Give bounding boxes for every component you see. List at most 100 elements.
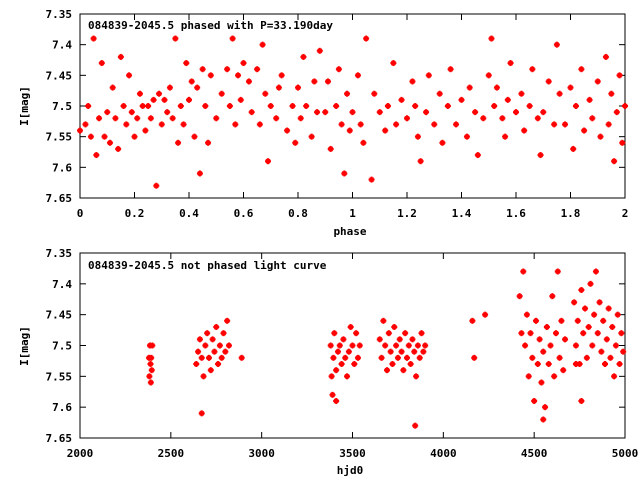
phased-data-point <box>300 54 306 60</box>
unphased-y-tick-label: 7.6 <box>52 401 72 414</box>
phased-data-point <box>611 158 617 164</box>
phased-data-point <box>568 85 574 91</box>
phased-data-point <box>603 54 609 60</box>
phased-data-point <box>205 140 211 146</box>
phased-data-point <box>170 115 176 121</box>
phased-data-point <box>290 103 296 109</box>
unphased-data-point <box>399 349 405 355</box>
unphased-y-tick-label: 7.35 <box>46 247 73 260</box>
unphased-x-tick-label: 3500 <box>339 447 366 460</box>
phased-data-point <box>423 109 429 115</box>
unphased-data-point <box>331 330 337 336</box>
phased-data-point <box>562 121 568 127</box>
unphased-data-point <box>611 373 617 379</box>
unphased-data-point <box>377 336 383 342</box>
phased-data-point <box>377 109 383 115</box>
unphased-data-point <box>482 312 488 318</box>
phased-data-point <box>513 109 519 115</box>
unphased-data-point <box>578 287 584 293</box>
unphased-data-point <box>422 343 428 349</box>
phased-data-point <box>393 121 399 127</box>
phased-data-point <box>551 121 557 127</box>
unphased-data-point <box>408 361 414 367</box>
phased-data-point <box>527 103 533 109</box>
phased-data-point <box>77 128 83 134</box>
phased-data-point <box>156 91 162 97</box>
phased-data-point <box>183 60 189 66</box>
phased-y-tick-label: 7.55 <box>46 131 73 144</box>
unphased-data-point <box>386 330 392 336</box>
phased-data-point <box>412 103 418 109</box>
phased-data-point <box>409 78 415 84</box>
phased-data-point <box>573 103 579 109</box>
phased-data-point <box>265 158 271 164</box>
unphased-data-point <box>548 343 554 349</box>
unphased-x-tick-label: 2500 <box>158 447 185 460</box>
unphased-data-point <box>537 336 543 342</box>
phased-y-tick-label: 7.65 <box>46 192 73 205</box>
unphased-data-point <box>542 404 548 410</box>
phased-data-point <box>194 85 200 91</box>
unphased-data-point <box>544 324 550 330</box>
unphased-data-point <box>199 355 205 361</box>
phased-data-point <box>358 121 364 127</box>
unphased-data-point <box>595 330 601 336</box>
unphased-data-points <box>146 269 626 429</box>
phased-data-point <box>123 121 129 127</box>
unphased-data-point <box>602 361 608 367</box>
phased-x-tick-label: 1 <box>349 207 356 220</box>
unphased-data-point <box>582 306 588 312</box>
phased-data-point <box>303 103 309 109</box>
phased-data-point <box>529 66 535 72</box>
unphased-data-point <box>389 361 395 367</box>
phased-data-point <box>257 121 263 127</box>
unphased-data-point <box>195 349 201 355</box>
phased-data-point <box>208 72 214 78</box>
phased-x-tick-label: 1.8 <box>561 207 581 220</box>
phased-data-point <box>91 36 97 42</box>
phased-data-point <box>132 134 138 140</box>
unphased-data-point <box>351 361 357 367</box>
phased-data-point <box>178 103 184 109</box>
unphased-data-point <box>147 361 153 367</box>
phased-data-point <box>167 85 173 91</box>
unphased-data-point <box>395 355 401 361</box>
unphased-data-point <box>146 373 152 379</box>
unphased-data-point <box>328 343 334 349</box>
unphased-data-point <box>222 349 228 355</box>
unphased-data-point <box>553 330 559 336</box>
phased-data-point <box>235 72 241 78</box>
unphased-data-point <box>197 336 203 342</box>
unphased-data-point <box>204 330 210 336</box>
phased-data-point <box>172 36 178 42</box>
phased-data-point <box>336 66 342 72</box>
unphased-chart: 7.35 7.4 7.45 7.5 7.55 7.6 7.65 2000 2500 3000 35… <box>18 247 638 477</box>
unphased-y-tick-label: 7.4 <box>52 278 72 291</box>
unphased-data-point <box>402 330 408 336</box>
unphased-data-point <box>353 330 359 336</box>
phased-data-point <box>518 91 524 97</box>
unphased-data-point <box>518 330 524 336</box>
phased-data-point <box>494 85 500 91</box>
phased-data-point <box>480 115 486 121</box>
phased-data-point <box>415 134 421 140</box>
phased-data-point <box>339 121 345 127</box>
phased-x-axis: 0 0.2 0.4 0.6 0.8 1 1.2 1.4 1.6 1.8 2 <box>77 14 629 220</box>
unphased-data-point <box>406 343 412 349</box>
phased-data-point <box>382 128 388 134</box>
phased-data-point <box>622 103 628 109</box>
unphased-data-point <box>211 349 217 355</box>
unphased-data-point <box>575 318 581 324</box>
phased-x-tick-label: 1.4 <box>452 207 472 220</box>
unphased-data-point <box>609 324 615 330</box>
unphased-data-point <box>593 269 599 275</box>
phased-data-point <box>499 115 505 121</box>
unphased-data-point <box>540 349 546 355</box>
unphased-x-tick-label: 4500 <box>521 447 548 460</box>
phased-data-point <box>385 103 391 109</box>
unphased-data-point <box>201 373 207 379</box>
unphased-x-tick-label: 4000 <box>430 447 457 460</box>
unphased-data-point <box>379 355 385 361</box>
phased-chart-title: 084839-2045.5 phased with P=33.190day <box>88 19 333 32</box>
